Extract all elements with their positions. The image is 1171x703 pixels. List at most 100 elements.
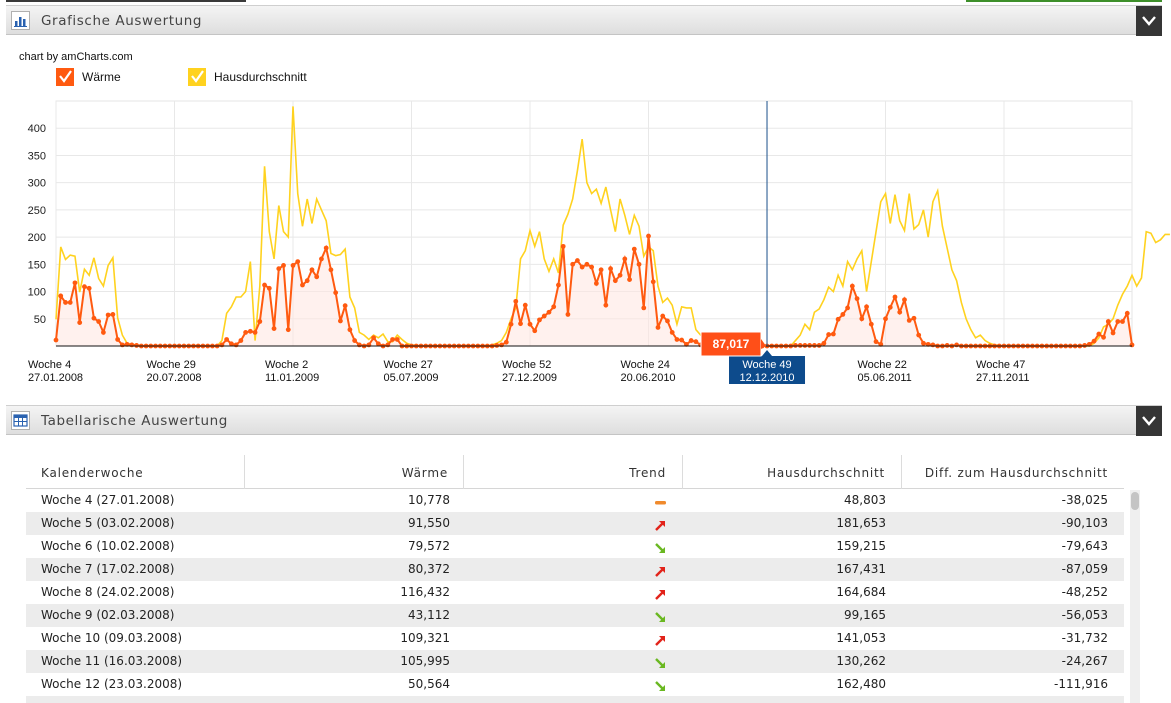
trend-cell	[464, 604, 683, 627]
table-row[interactable]: Woche 12 (23.03.2008) 50,564 162,480 -111,9…	[26, 673, 1124, 696]
waerme-point	[82, 284, 87, 290]
table-scrollbar-thumb[interactable]	[1131, 492, 1139, 510]
waerme-point	[67, 300, 73, 305]
waerme-point	[598, 267, 604, 273]
waerme-point	[797, 343, 803, 348]
waerme-point	[902, 297, 907, 303]
waerme-point	[835, 316, 841, 322]
table-panel-collapse-button[interactable]	[1136, 406, 1162, 436]
waerme-point	[309, 267, 315, 273]
haus-cell: 167,431	[836, 562, 886, 576]
line-chart[interactable]: 50 100 150 200 250 300 350 400 Woche 427.01.2008…	[0, 0, 1171, 400]
waerme-point	[1082, 343, 1087, 348]
chart-panel-header[interactable]: Grafische Auswertung	[6, 5, 1162, 36]
x-tick-week-label: Woche 29	[147, 359, 196, 371]
column-header-hausdurchschnitt[interactable]: Hausdurchschnitt	[683, 455, 902, 489]
waerme-cell	[245, 696, 464, 703]
week-cell: Woche 11 (16.03.2008)	[41, 654, 183, 668]
waerme-point	[356, 342, 362, 348]
waerme-point	[679, 337, 685, 343]
trend-cell	[464, 581, 683, 604]
waerme-point	[845, 305, 850, 311]
y-tick-label: 200	[28, 232, 46, 244]
tooltip-waerme-label: 87,017	[713, 337, 750, 351]
x-tick-week-label: Woche 49	[742, 359, 791, 371]
waerme-point	[338, 318, 343, 324]
x-tick-week-label: Woche 52	[502, 359, 551, 371]
waerme-point	[541, 313, 547, 319]
waerme-point	[622, 256, 628, 262]
table-row[interactable]: Woche 6 (10.02.2008) 79,572 159,215 -79,643	[26, 535, 1124, 558]
table-panel-header[interactable]: Tabellarische Auswertung	[6, 405, 1162, 436]
waerme-point	[1091, 338, 1097, 344]
chevron-down-icon	[1142, 16, 1156, 26]
waerme-point	[96, 319, 102, 324]
waerme-point	[105, 312, 111, 318]
x-tick-week-label: Woche 47	[976, 359, 1025, 371]
waerme-point	[224, 337, 230, 342]
table-row[interactable]: Woche 8 (24.02.2008) 116,432 164,684 -48,25…	[26, 581, 1124, 604]
waerme-point	[575, 258, 580, 263]
waerme-point	[371, 335, 376, 341]
waerme-point	[556, 282, 561, 288]
week-cell: Woche 6 (10.02.2008)	[41, 539, 175, 553]
waerme-cell: 50,564	[408, 677, 450, 691]
waerme-point	[243, 329, 249, 335]
waerme-point	[617, 272, 623, 278]
waerme-point	[314, 274, 320, 280]
week-cell: Woche 5 (03.02.2008)	[41, 516, 175, 530]
waerme-point	[266, 285, 272, 291]
x-tick-week-label: Woche 22	[858, 359, 907, 371]
legend-swatch-waerme	[56, 68, 74, 86]
table-row[interactable]: Woche 7 (17.02.2008) 80,372 167,431 -87,059	[26, 558, 1124, 581]
diff-cell: -56,053	[1061, 608, 1108, 622]
table-row[interactable]	[26, 696, 1124, 703]
legend-item-hausdurchschnitt[interactable]: Hausdurchschnitt	[188, 68, 307, 86]
column-header-waerme[interactable]: Wärme	[245, 455, 464, 489]
y-tick-label: 50	[34, 314, 46, 326]
x-tick-week-label: Woche 27	[384, 359, 433, 371]
waerme-point	[636, 261, 642, 267]
waerme-cell: 91,550	[408, 516, 450, 530]
checkmark-icon	[188, 68, 206, 86]
waerme-point	[328, 267, 334, 273]
column-header-trend[interactable]: Trend	[464, 455, 683, 489]
chart-panel-collapse-button[interactable]	[1136, 6, 1162, 36]
haus-cell: 162,480	[836, 677, 886, 691]
table-row[interactable]: Woche 5 (03.02.2008) 91,550 181,653 -90,103	[26, 512, 1124, 535]
waerme-point	[352, 338, 358, 343]
waerme-point	[53, 337, 59, 343]
waerme-point	[546, 309, 552, 315]
waerme-point	[551, 304, 557, 310]
waerme-point	[323, 245, 329, 251]
trend-cell	[464, 489, 683, 512]
legend-item-waerme[interactable]: Wärme	[56, 68, 121, 86]
waerme-point	[906, 318, 912, 323]
table-row[interactable]: Woche 9 (02.03.2008) 43,112 99,165 -56,053	[26, 604, 1124, 627]
table-row[interactable]: Woche 10 (09.03.2008) 109,321 141,053 -31,7…	[26, 627, 1124, 650]
waerme-point	[1124, 310, 1130, 316]
waerme-point	[849, 283, 855, 289]
waerme-cell: 116,432	[400, 585, 450, 599]
waerme-cell: 10,778	[408, 493, 450, 507]
trend-cell	[464, 673, 683, 696]
waerme-point	[830, 331, 836, 337]
waerme-point	[115, 337, 121, 342]
column-header-kalenderwoche[interactable]: Kalenderwoche	[26, 455, 245, 489]
y-tick-label: 400	[28, 123, 46, 135]
bar-chart-icon	[11, 11, 30, 30]
table-grid-icon	[11, 411, 30, 430]
chart-credit-link[interactable]: chart by amCharts.com	[19, 51, 133, 63]
diff-cell: -111,916	[1054, 677, 1108, 691]
column-header-diff[interactable]: Diff. zum Hausdurchschnitt	[924, 466, 1108, 480]
waerme-point	[300, 282, 305, 288]
table-scrollbar[interactable]	[1130, 490, 1140, 703]
table-row[interactable]: Woche 11 (16.03.2008) 105,995 130,262 -24,2…	[26, 650, 1124, 673]
x-tick-week-label: Woche 24	[621, 359, 670, 371]
y-tick-label: 150	[28, 259, 46, 271]
y-tick-label: 350	[28, 150, 46, 162]
table-row[interactable]: Woche 4 (27.01.2008) 10,778 48,803 -38,025	[26, 489, 1124, 512]
trend-cell	[464, 627, 683, 650]
waerme-point	[366, 342, 372, 348]
waerme-point	[892, 294, 898, 300]
